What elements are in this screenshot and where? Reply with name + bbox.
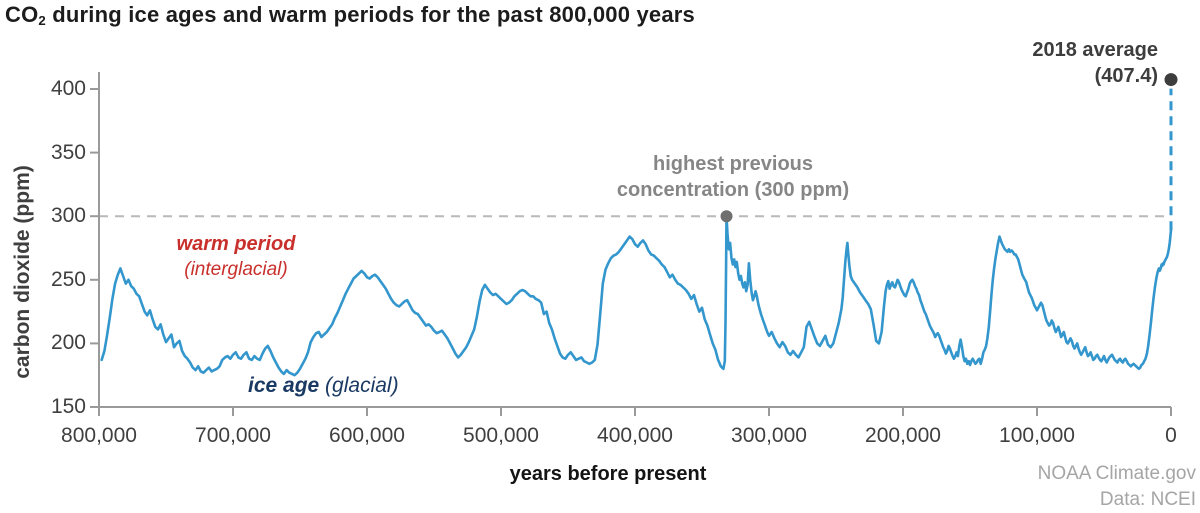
- avg-2018-annotation-line1: 2018 average: [1032, 39, 1158, 61]
- x-tick-label: 700,000: [195, 424, 271, 447]
- highest-previous-annotation-line1: highest previous: [652, 153, 814, 175]
- chart-title: CO2 during ice ages and warm periods for…: [5, 2, 695, 28]
- chart-title-co: CO: [5, 2, 39, 27]
- source-credit: NOAA Climate.gov Data: NCEI: [996, 461, 1196, 512]
- co2-series-line: [100, 214, 1173, 377]
- marker-highest-previous-dot: [720, 210, 733, 223]
- x-tick-label: 600,000: [329, 424, 405, 447]
- highest-previous-annotation-line2: concentration (300 ppm): [616, 179, 850, 201]
- x-tick-label: 200,000: [865, 424, 941, 447]
- y-tick-label: 200: [50, 331, 86, 355]
- avg-2018-annotation-line2: (407.4): [1094, 65, 1158, 88]
- y-tick-label: 400: [50, 77, 86, 100]
- y-tick-label: 300: [50, 204, 86, 228]
- y-tick-label: 250: [50, 267, 86, 291]
- chart-title-rest: during ice ages and warm periods for the…: [45, 2, 695, 27]
- y-tick-label: 350: [50, 140, 86, 164]
- y-tick-label: 150: [50, 395, 86, 418]
- chart-title-subscript: 2: [38, 12, 46, 28]
- marker-2018-average-dot: [1164, 73, 1178, 87]
- ice-age-annotation-bold: ice age: [248, 374, 320, 397]
- highest-previous-annotation: highest previous concentration (300 ppm): [582, 151, 884, 203]
- x-tick-label: 500,000: [463, 424, 539, 447]
- avg-2018-annotation: 2018 average (407.4): [956, 37, 1158, 90]
- x-tick-label: 0: [1165, 424, 1177, 447]
- x-axis-title: years before present: [509, 463, 707, 485]
- ice-age-annotation-rest: (glacial): [319, 374, 399, 397]
- warm-period-annotation: warm period (interglacial): [142, 231, 330, 282]
- x-tick-label: 100,000: [999, 424, 1075, 447]
- warm-period-annotation-line2: (interglacial): [184, 259, 288, 281]
- ice-age-annotation: ice age (glacial): [248, 374, 399, 398]
- source-credit-line1: NOAA Climate.gov: [1037, 463, 1196, 484]
- warm-period-annotation-line1: warm period: [176, 233, 296, 255]
- source-credit-line2: Data: NCEI: [1099, 488, 1196, 510]
- x-tick-label: 800,000: [61, 424, 137, 447]
- x-tick-label: 400,000: [597, 424, 673, 447]
- x-tick-label: 300,000: [731, 424, 807, 447]
